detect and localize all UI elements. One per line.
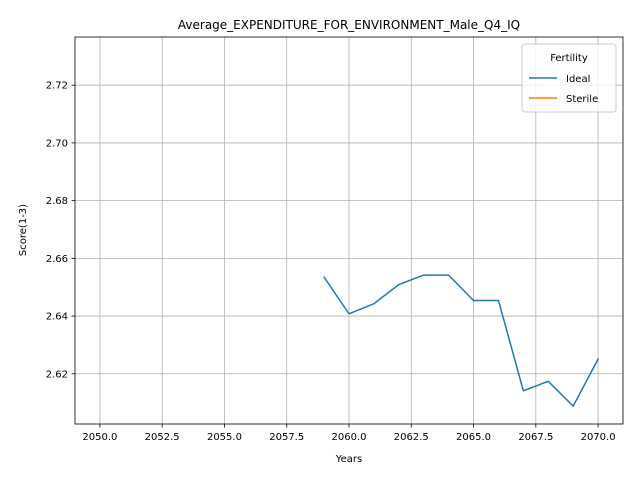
x-tick-label: 2065.0 bbox=[456, 432, 491, 443]
legend-label-sterile: Sterile bbox=[566, 94, 598, 105]
series-layer bbox=[323, 274, 600, 407]
axis-ticks: 2050.0 2052.5 2055.0 2057.5 2060.0 2062.5 2065… bbox=[46, 81, 616, 443]
x-tick-label: 2070.0 bbox=[581, 432, 616, 443]
y-tick-label: 2.68 bbox=[46, 196, 68, 207]
x-tick-label: 2052.5 bbox=[145, 432, 180, 443]
legend-box bbox=[521, 43, 617, 113]
x-tick-label: 2067.5 bbox=[518, 432, 553, 443]
y-tick-label: 2.72 bbox=[46, 81, 68, 92]
y-tick-label: 2.62 bbox=[46, 369, 68, 380]
legend-label-ideal: Ideal bbox=[566, 74, 590, 85]
y-axis-label: Score(1-3) bbox=[18, 204, 29, 256]
x-axis-label: Years bbox=[335, 454, 362, 465]
series-line-ideal bbox=[323, 274, 600, 407]
x-tick-label: 2055.0 bbox=[207, 432, 242, 443]
x-tick-label: 2050.0 bbox=[82, 432, 117, 443]
legend: Fertility Ideal Sterile bbox=[521, 43, 617, 113]
legend-title: Fertility bbox=[550, 53, 588, 64]
y-tick-label: 2.70 bbox=[46, 138, 68, 149]
y-tick-label: 2.64 bbox=[46, 312, 68, 323]
x-tick-label: 2062.5 bbox=[394, 432, 429, 443]
y-tick-label: 2.66 bbox=[46, 254, 68, 265]
chart-title: Average_EXPENDITURE_FOR_ENVIRONMENT_Male… bbox=[178, 18, 520, 32]
x-tick-label: 2057.5 bbox=[269, 432, 304, 443]
x-tick-label: 2060.0 bbox=[332, 432, 367, 443]
